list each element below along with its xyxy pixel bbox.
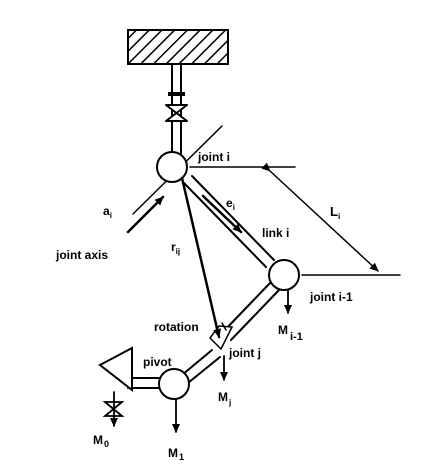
label-joint-axis: joint axis (55, 248, 108, 262)
label-r-ij: rij (171, 240, 180, 256)
label-link-i: link i (262, 226, 289, 240)
label-l-i: Li (330, 204, 340, 221)
unit-vector-arrow (201, 194, 243, 234)
bottom-joint-circle (158, 368, 190, 400)
pivot-triangle (98, 346, 133, 393)
label-joint-i-minus-1: joint i-1 (309, 290, 353, 304)
label-joint-j: joint j (228, 346, 261, 360)
length-dimension-arrow (261, 162, 379, 272)
joint-i-circle (156, 151, 188, 183)
joint-i-minus-1-circle (268, 259, 300, 291)
label-joint-i: joint i (197, 150, 230, 164)
fixed-support (127, 29, 229, 65)
position-vector-arrow (180, 176, 222, 339)
label-m-j: Mj (218, 390, 231, 407)
label-rotation: rotation (154, 320, 199, 334)
link-to-pivot (127, 377, 161, 389)
label-e-i: ei (226, 196, 235, 212)
label-m-1: M1 (168, 446, 184, 462)
link-i (183, 175, 275, 268)
revolute-symbol (165, 104, 188, 122)
label-a-i: ai (103, 204, 112, 220)
label-pivot: pivot (143, 355, 172, 369)
link-j-to-bottom (181, 349, 221, 384)
link-i-minus-1-to-j (221, 282, 280, 341)
axis-vector-arrow (126, 195, 165, 234)
label-m-0: M0 (93, 433, 109, 449)
rotation-marker (221, 322, 227, 331)
